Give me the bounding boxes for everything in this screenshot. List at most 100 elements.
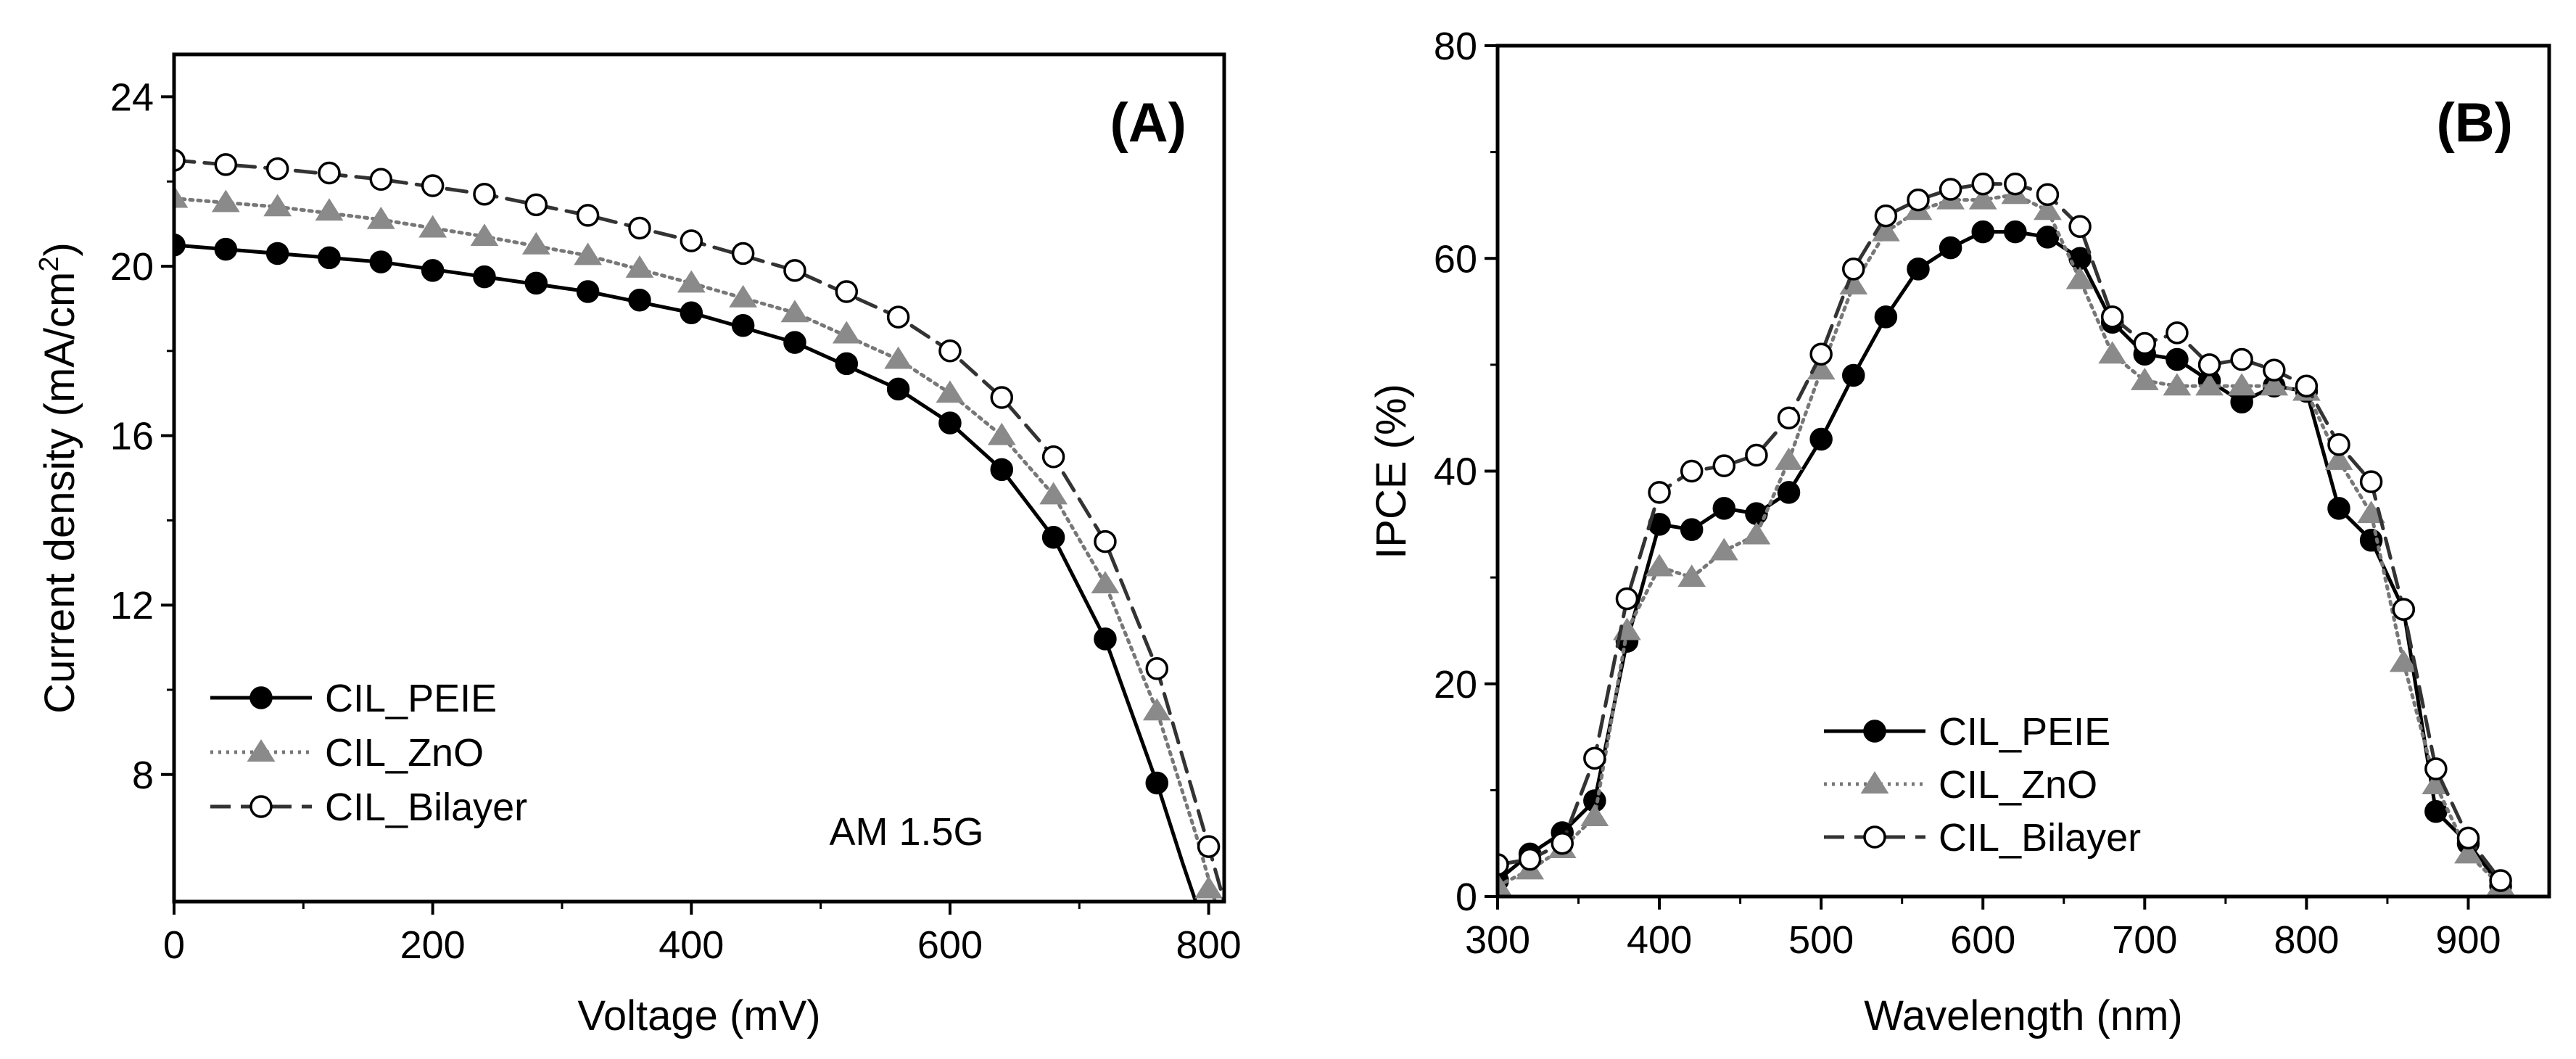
data-point bbox=[1094, 627, 1117, 651]
data-point bbox=[1871, 218, 1900, 242]
data-point bbox=[2166, 347, 2189, 371]
data-point bbox=[470, 223, 499, 247]
data-point bbox=[1039, 482, 1068, 505]
legend-item: CIL_Bilayer bbox=[210, 786, 527, 829]
x-tick-label: 400 bbox=[1627, 918, 1692, 962]
y-tick-label: 20 bbox=[1434, 663, 1477, 706]
data-point bbox=[576, 280, 600, 303]
panel-a-series-group bbox=[174, 149, 1224, 902]
y-tick-label: 0 bbox=[1456, 875, 1477, 919]
data-point bbox=[315, 198, 344, 221]
data-point bbox=[884, 346, 913, 369]
data-point bbox=[783, 331, 806, 354]
data-point bbox=[2424, 757, 2448, 780]
data-point bbox=[1939, 236, 1962, 260]
data-point bbox=[2130, 367, 2159, 390]
x-tick-label: 500 bbox=[1788, 918, 1854, 962]
legend-marker-sample bbox=[1860, 771, 1889, 794]
data-point bbox=[421, 174, 445, 197]
data-point bbox=[936, 380, 965, 403]
panel-a-label: (A) bbox=[1110, 92, 1186, 154]
data-point bbox=[1712, 454, 1736, 477]
data-point bbox=[174, 234, 186, 257]
data-point bbox=[2456, 826, 2480, 850]
data-point bbox=[987, 422, 1016, 445]
data-point bbox=[2133, 331, 2157, 355]
legend-item: CIL_PEIE bbox=[210, 677, 497, 720]
data-point bbox=[211, 189, 240, 213]
data-point bbox=[2036, 226, 2060, 249]
data-point bbox=[628, 216, 651, 240]
data-point bbox=[1498, 853, 1509, 876]
panel-a-frame bbox=[172, 52, 1226, 904]
data-point bbox=[1842, 257, 1865, 281]
data-point bbox=[2489, 869, 2512, 892]
data-point bbox=[835, 352, 859, 376]
data-point bbox=[2195, 373, 2224, 396]
data-point bbox=[2324, 447, 2353, 470]
data-point bbox=[780, 300, 809, 323]
data-point bbox=[625, 255, 654, 278]
data-point bbox=[2163, 373, 2192, 396]
legend-marker-sample bbox=[249, 686, 273, 709]
panel-b-label: (B) bbox=[2436, 92, 2513, 154]
y-tick-label: 20 bbox=[110, 245, 154, 289]
data-point bbox=[174, 149, 186, 172]
data-point bbox=[473, 182, 496, 206]
data-point bbox=[1091, 571, 1120, 593]
data-point bbox=[2327, 497, 2350, 520]
data-point bbox=[214, 153, 238, 176]
data-point bbox=[938, 339, 962, 363]
x-tick-label: 900 bbox=[2435, 918, 2501, 962]
data-point bbox=[990, 386, 1014, 409]
panel-b: 300 400 500 600 700 800 900 0 20 40 60 80 (B) Wavel… bbox=[1368, 25, 2551, 1039]
data-point bbox=[2263, 358, 2286, 382]
legend-item: CIL_ZnO bbox=[1824, 763, 2097, 807]
data-point bbox=[1580, 804, 1609, 827]
legend-label: CIL_ZnO bbox=[1939, 763, 2097, 807]
data-point bbox=[2424, 799, 2448, 823]
data-point bbox=[1939, 178, 1962, 201]
data-point bbox=[1777, 481, 1801, 504]
data-point bbox=[1842, 363, 1865, 387]
data-point bbox=[2068, 215, 2092, 239]
x-tick-label: 400 bbox=[659, 923, 724, 967]
data-point bbox=[1094, 530, 1117, 553]
y-axis-title-main: Current density (mA/cm bbox=[36, 272, 83, 714]
data-point bbox=[2036, 183, 2060, 207]
data-point bbox=[731, 314, 755, 337]
data-point bbox=[2098, 341, 2127, 364]
legend-label: CIL_Bilayer bbox=[1939, 816, 2141, 860]
data-point bbox=[2197, 353, 2221, 376]
panel-a-x-axis-title: Voltage (mV) bbox=[577, 992, 820, 1039]
data-point bbox=[680, 301, 703, 324]
data-point bbox=[265, 242, 289, 265]
y-tick-label: 12 bbox=[110, 584, 154, 627]
data-point bbox=[1809, 342, 1833, 366]
panel-b-legend: CIL_PEIE CIL_ZnO CIL_Bilayer bbox=[1824, 710, 2141, 860]
legend-item: CIL_ZnO bbox=[210, 731, 484, 775]
legend-marker-sample bbox=[249, 795, 273, 818]
data-point bbox=[2389, 649, 2418, 672]
data-point bbox=[1745, 502, 1768, 525]
data-point bbox=[2034, 197, 2062, 221]
x-tick-label: 600 bbox=[917, 923, 983, 967]
data-point bbox=[783, 259, 806, 282]
data-point bbox=[2260, 373, 2289, 396]
data-point bbox=[524, 271, 548, 295]
series-cil-peie bbox=[174, 234, 1198, 902]
data-point bbox=[628, 288, 651, 312]
panel-b-x-axis-title: Wavelength (nm) bbox=[1864, 992, 2182, 1039]
data-point bbox=[421, 259, 445, 282]
data-point bbox=[2004, 172, 2027, 196]
data-point bbox=[1742, 522, 1771, 545]
data-point bbox=[1809, 427, 1833, 451]
data-point bbox=[318, 161, 341, 185]
legend-item: CIL_Bilayer bbox=[1824, 816, 2141, 860]
panel-b-y-axis-title: IPCE (%) bbox=[1368, 384, 1415, 559]
data-point bbox=[832, 321, 861, 344]
data-point bbox=[2004, 220, 2027, 244]
data-point bbox=[1648, 481, 1671, 504]
data-point bbox=[366, 206, 395, 229]
